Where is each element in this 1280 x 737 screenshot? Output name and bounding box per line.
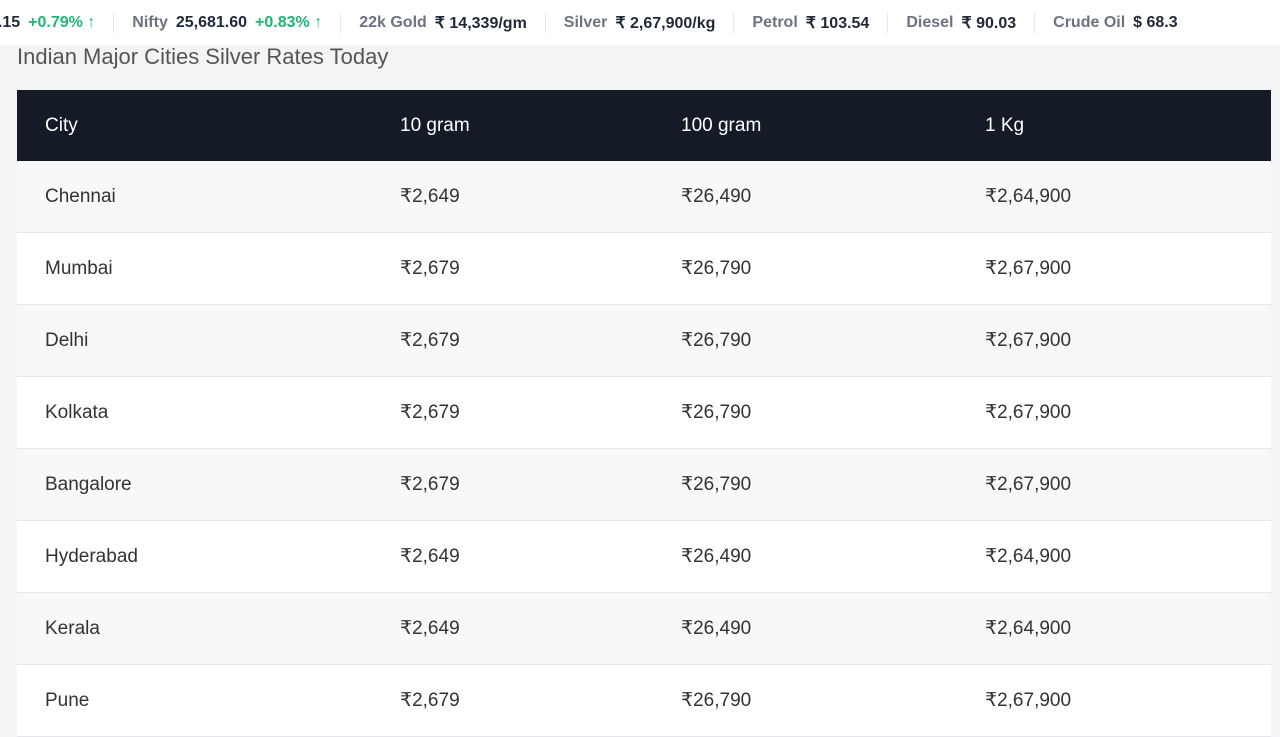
city-cell: Pune xyxy=(17,664,400,737)
ticker-value: 7.15 xyxy=(0,13,21,31)
rate-cell: ₹2,67,900 xyxy=(985,376,1271,449)
ticker-change: +0.79% ↑ xyxy=(28,13,96,31)
city-cell: Mumbai xyxy=(17,232,400,305)
rate-cell: ₹2,649 xyxy=(400,520,681,593)
city-cell: Kerala xyxy=(17,592,400,665)
ticker-item[interactable]: Petrol ₹ 103.54 xyxy=(734,12,889,33)
rate-cell: ₹2,64,900 xyxy=(985,520,1271,593)
table-row: Chennai ₹2,649 ₹26,490 ₹2,64,900 xyxy=(17,161,1271,233)
ticker-item[interactable]: 7.15 +0.79% ↑ xyxy=(0,12,115,33)
ticker-item[interactable]: Crude Oil $ 68.3 xyxy=(1035,13,1196,33)
rate-cell: ₹2,649 xyxy=(400,161,681,233)
column-header: 1 Kg xyxy=(985,90,1271,161)
rate-cell: ₹2,679 xyxy=(400,448,681,521)
rate-cell: ₹26,790 xyxy=(681,304,985,377)
rate-cell: ₹2,67,900 xyxy=(985,232,1271,305)
ticker-value: $ 68.3 xyxy=(1133,13,1178,31)
rate-cell: ₹2,64,900 xyxy=(985,592,1271,665)
ticker-value: 25,681.60 xyxy=(175,13,248,31)
rate-cell: ₹26,790 xyxy=(681,664,985,737)
ticker-label: Silver xyxy=(563,13,608,31)
ticker-item[interactable]: 22k Gold ₹ 14,339/gm xyxy=(341,12,546,33)
rate-cell: ₹2,679 xyxy=(400,376,681,449)
rate-cell: ₹26,790 xyxy=(681,448,985,521)
ticker-track: 7.15 +0.79% ↑ Nifty 25,681.60 +0.83% ↑ 22k Go… xyxy=(0,12,1196,33)
header-row: City 10 gram 100 gram 1 Kg xyxy=(17,90,1271,161)
city-cell: Delhi xyxy=(17,304,400,377)
city-cell: Kolkata xyxy=(17,376,400,449)
table-row: Mumbai ₹2,679 ₹26,790 ₹2,67,900 xyxy=(17,232,1271,305)
ticker-label: Diesel xyxy=(906,13,954,31)
rate-cell: ₹26,790 xyxy=(681,376,985,449)
rates-table: City 10 gram 100 gram 1 Kg Chennai ₹2,649 ₹26… xyxy=(17,90,1271,737)
rate-cell: ₹26,490 xyxy=(681,592,985,665)
table-row: Pune ₹2,679 ₹26,790 ₹2,67,900 xyxy=(17,664,1271,737)
table-row: Bangalore ₹2,679 ₹26,790 ₹2,67,900 xyxy=(17,448,1271,521)
ticker-bar: 7.15 +0.79% ↑ Nifty 25,681.60 +0.83% ↑ 22k Go… xyxy=(0,0,1280,45)
ticker-change: +0.83% ↑ xyxy=(255,13,323,31)
ticker-item[interactable]: Diesel ₹ 90.03 xyxy=(888,12,1036,33)
rate-cell: ₹2,64,900 xyxy=(985,161,1271,233)
rate-cell: ₹2,679 xyxy=(400,304,681,377)
rate-cell: ₹26,790 xyxy=(681,232,985,305)
column-header: City xyxy=(17,90,400,161)
ticker-item[interactable]: Silver ₹ 2,67,900/kg xyxy=(546,12,735,33)
rate-cell: ₹2,67,900 xyxy=(985,664,1271,737)
city-cell: Bangalore xyxy=(17,448,400,521)
table-row: Hyderabad ₹2,649 ₹26,490 ₹2,64,900 xyxy=(17,520,1271,593)
rate-cell: ₹2,67,900 xyxy=(985,304,1271,377)
ticker-label: Nifty xyxy=(132,13,168,31)
rate-cell: ₹2,649 xyxy=(400,592,681,665)
table-row: Delhi ₹2,679 ₹26,790 ₹2,67,900 xyxy=(17,304,1271,377)
city-cell: Chennai xyxy=(17,161,400,233)
city-cell: Hyderabad xyxy=(17,520,400,593)
ticker-item[interactable]: Nifty 25,681.60 +0.83% ↑ xyxy=(114,12,342,33)
rate-cell: ₹2,67,900 xyxy=(985,448,1271,521)
ticker-value: ₹ 103.54 xyxy=(805,14,870,32)
rate-cell: ₹26,490 xyxy=(681,520,985,593)
rate-cell: ₹26,490 xyxy=(681,161,985,233)
ticker-value: ₹ 2,67,900/kg xyxy=(615,14,716,32)
column-header: 10 gram xyxy=(400,90,681,161)
ticker-label: Petrol xyxy=(752,13,798,31)
ticker-value: ₹ 90.03 xyxy=(961,14,1017,32)
table-row: Kolkata ₹2,679 ₹26,790 ₹2,67,900 xyxy=(17,376,1271,449)
rate-cell: ₹2,679 xyxy=(400,232,681,305)
section-title: Indian Major Cities Silver Rates Today xyxy=(17,44,389,69)
column-header: 100 gram xyxy=(681,90,985,161)
table-row: Kerala ₹2,649 ₹26,490 ₹2,64,900 xyxy=(17,592,1271,665)
rate-cell: ₹2,679 xyxy=(400,664,681,737)
ticker-label: 22k Gold xyxy=(359,13,427,31)
ticker-value: ₹ 14,339/gm xyxy=(434,14,527,32)
ticker-label: Crude Oil xyxy=(1053,13,1126,31)
